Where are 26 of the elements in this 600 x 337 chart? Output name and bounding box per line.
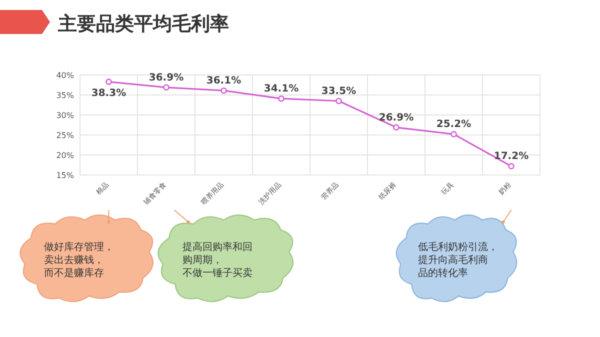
text: 做好库存管理，卖出去赚钱，而不是赚库存: [44, 241, 114, 279]
point: [163, 84, 170, 91]
point: [393, 124, 400, 131]
point: [278, 95, 284, 102]
text: 低毛利奶粉引流，提升向高毛利商品的转化率: [418, 241, 498, 279]
text: 36.9%: [148, 72, 184, 84]
y-tick-label: 40%: [56, 71, 74, 80]
y-tick-label: 30%: [56, 111, 74, 120]
point: [450, 131, 457, 138]
text: 提高回购率和回购周期，不做一锤子买卖: [182, 241, 252, 279]
chart-title: 主要品类平均毛利率: [57, 13, 229, 35]
point: [336, 98, 342, 104]
text: 25.2%: [436, 119, 472, 130]
y-tick-label: 35%: [56, 91, 74, 100]
text: 34.1%: [264, 84, 299, 95]
text: 36.1%: [206, 76, 242, 87]
point: [106, 78, 112, 85]
text: 38.3%: [91, 88, 126, 99]
text: 33.5%: [321, 86, 356, 97]
y-tick-label: 20%: [56, 151, 74, 160]
text: 26.9%: [378, 112, 414, 124]
text: 17.2%: [494, 151, 529, 162]
point: [220, 87, 227, 94]
y-tick-label: 25%: [56, 131, 74, 140]
y-tick-label: 15%: [56, 171, 74, 180]
point: [508, 163, 514, 170]
